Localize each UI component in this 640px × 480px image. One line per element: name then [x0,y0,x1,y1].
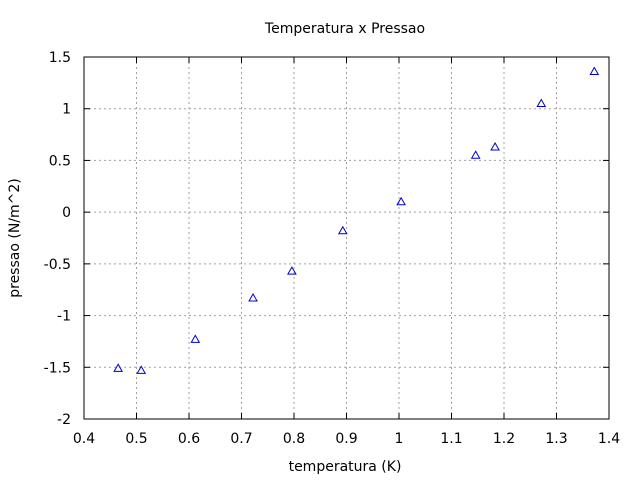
y-tick-label: -0.5 [44,257,71,273]
data-point-marker [490,141,500,151]
data-point-marker [190,334,201,343]
y-tick-label: 0.5 [49,153,71,169]
data-point-marker [248,292,258,302]
x-tick-label: 0.8 [283,431,305,447]
x-tick-label: 0.9 [335,431,357,447]
data-point-marker [536,98,547,108]
data-point-marker [470,150,481,159]
y-tick-label: -1.5 [44,360,71,376]
ticks [83,56,610,420]
y-axis-label: pressao (N/m^2) [7,178,23,298]
grid [84,57,609,419]
x-axis-label: temperatura (K) [289,459,402,475]
y-tick-label: 1.5 [49,50,71,66]
x-tick-label: 0.5 [125,431,147,447]
x-tick-label: 1.1 [440,431,462,447]
y-tick-labels: -2 -1.5 -1 -0.5 0 0.5 1 1.5 [44,50,71,428]
x-tick-labels: 0.4 0.5 0.6 0.7 0.8 0.9 1 1.1 1.2 1.3 1.4 [73,431,620,447]
y-tick-label: -1 [57,309,71,325]
data-point-marker [589,66,600,75]
data-point-marker [287,266,297,275]
data-points [113,66,600,374]
data-point-marker [396,196,406,206]
x-tick-label: 0.4 [73,431,95,447]
data-point-marker [136,365,147,374]
x-tick-label: 0.7 [230,431,252,447]
data-point-marker [337,225,348,235]
x-tick-label: 1.2 [493,431,515,447]
chart-title: Temperatura x Pressao [264,21,425,37]
x-tick-label: 1.4 [598,431,620,447]
y-tick-label: 1 [62,102,71,118]
data-point-marker [113,363,123,372]
x-tick-label: 1.3 [545,431,567,447]
x-tick-label: 1 [395,431,404,447]
y-tick-label: 0 [62,205,71,221]
x-tick-label: 0.6 [178,431,200,447]
y-tick-label: -2 [57,412,71,428]
